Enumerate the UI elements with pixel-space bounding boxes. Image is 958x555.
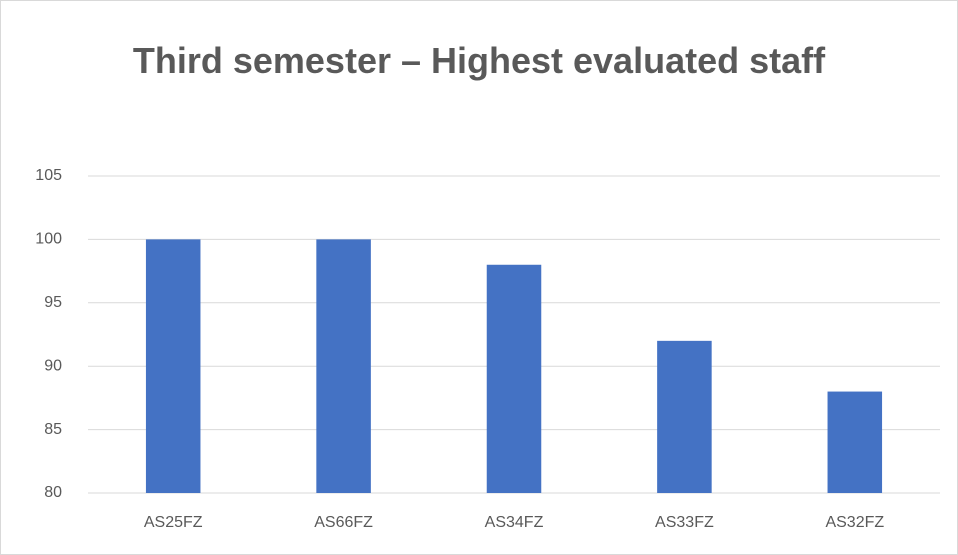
y-tick-label: 80 bbox=[44, 484, 62, 501]
bar bbox=[145, 239, 201, 493]
bar bbox=[827, 391, 883, 493]
x-tick-label: AS34FZ bbox=[485, 514, 544, 531]
bar bbox=[486, 264, 542, 493]
y-tick-label: 100 bbox=[35, 231, 62, 248]
x-tick-label: AS25FZ bbox=[144, 514, 203, 531]
y-tick-label: 95 bbox=[44, 294, 62, 311]
y-tick-label: 105 bbox=[35, 167, 62, 184]
x-tick-label: AS32FZ bbox=[825, 514, 884, 531]
chart-title: Third semester – Highest evaluated staff bbox=[132, 40, 826, 81]
x-tick-label: AS66FZ bbox=[314, 514, 373, 531]
bar bbox=[657, 340, 712, 493]
y-tick-label: 90 bbox=[44, 357, 62, 374]
x-tick-label: AS33FZ bbox=[655, 514, 714, 531]
y-tick-label: 85 bbox=[44, 421, 62, 438]
bar bbox=[316, 239, 371, 493]
